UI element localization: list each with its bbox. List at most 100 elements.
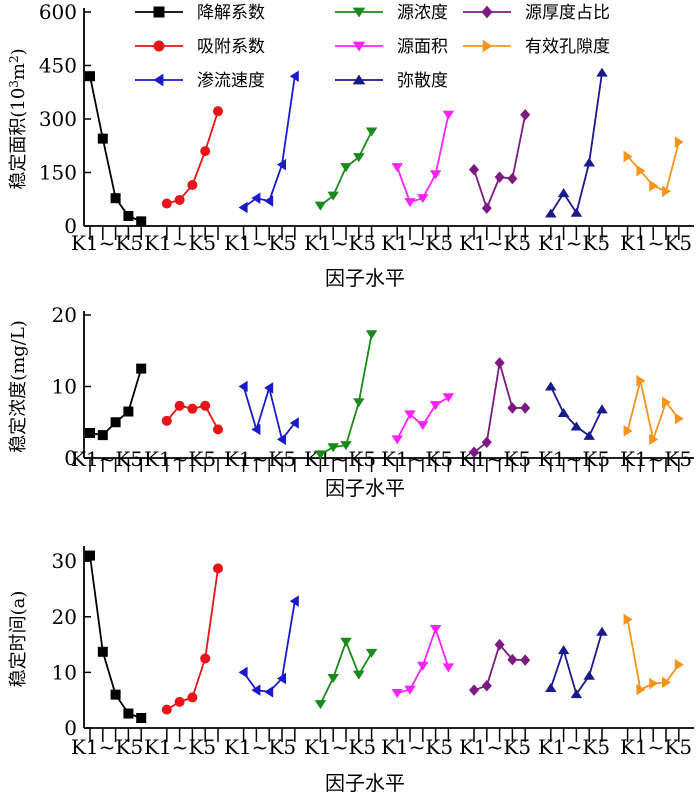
data-point	[623, 613, 633, 626]
data-point	[662, 185, 671, 198]
series-line	[242, 601, 296, 693]
data-point	[213, 563, 223, 574]
x-group-label: K1~K5	[381, 447, 453, 471]
series-1	[161, 106, 223, 209]
data-point	[187, 403, 198, 414]
data-point	[365, 330, 378, 340]
data-point	[123, 708, 134, 719]
data-point	[674, 136, 684, 148]
legend-marker	[352, 41, 366, 52]
data-point	[353, 670, 365, 680]
data-point	[623, 150, 633, 163]
data-point	[353, 153, 365, 163]
y-axis-label: 稳定面积(103m2)	[7, 48, 29, 189]
data-point	[327, 191, 339, 201]
legend-marker	[153, 40, 165, 52]
legend-item: 渗流速度	[135, 71, 265, 91]
data-point	[596, 626, 608, 636]
data-point	[289, 70, 299, 82]
data-point	[174, 194, 185, 205]
data-point	[636, 683, 646, 696]
series-4	[391, 624, 455, 698]
x-group-label: K1~K5	[224, 735, 296, 759]
data-point	[85, 550, 95, 561]
legend-item: 吸附系数	[135, 37, 265, 57]
data-point	[161, 704, 172, 715]
data-point	[110, 417, 121, 428]
x-group-label: K1~K5	[224, 447, 296, 471]
data-point	[570, 421, 583, 431]
data-point	[200, 400, 211, 411]
data-point	[583, 670, 595, 680]
x-group-label: K1~K5	[304, 231, 376, 255]
x-group-label: K1~K5	[381, 231, 453, 255]
y-tick-label: 0	[64, 214, 77, 238]
data-point	[353, 398, 365, 408]
series-4	[391, 110, 455, 208]
series-3	[314, 330, 378, 460]
data-point	[277, 158, 286, 171]
data-point	[545, 208, 557, 218]
x-group-label: K1~K5	[620, 735, 692, 759]
x-group-label: K1~K5	[71, 735, 143, 759]
data-point	[340, 637, 352, 647]
x-group-label: K1~K5	[144, 447, 216, 471]
y-axis-label: 稳定浓度(mg/L)	[8, 320, 29, 453]
legend-marker	[153, 73, 164, 87]
legend-label: 源浓度	[397, 3, 448, 23]
data-point	[85, 71, 95, 82]
legend-marker	[153, 6, 165, 18]
data-point	[251, 192, 261, 204]
legend-label: 渗流速度	[197, 71, 265, 91]
data-point	[97, 646, 108, 657]
data-point	[570, 207, 583, 217]
legend-item: 源面积	[335, 37, 448, 57]
x-group-label: K1~K5	[224, 231, 296, 255]
series-line	[626, 619, 680, 691]
y-axis-label-part: )	[8, 48, 29, 55]
series-2	[238, 70, 299, 214]
x-axis-label: 因子水平	[325, 771, 405, 795]
y-tick-label: 10	[52, 375, 77, 399]
data-point	[314, 700, 327, 710]
y-axis-label-sup: 2	[7, 55, 21, 63]
data-point	[545, 381, 557, 391]
data-point	[200, 146, 211, 157]
data-point	[327, 443, 339, 453]
series-0	[85, 550, 147, 723]
data-point	[442, 663, 455, 673]
x-group-label: K1~K5	[144, 735, 216, 759]
data-point	[136, 216, 147, 227]
series-3	[314, 127, 378, 211]
y-tick-label: 450	[39, 54, 77, 78]
legend-label: 源厚度占比	[525, 3, 610, 23]
data-point	[649, 179, 659, 192]
series-line	[473, 642, 526, 692]
data-point	[545, 682, 557, 692]
data-point	[429, 401, 442, 411]
legend-label: 弥散度	[397, 71, 448, 91]
data-point	[417, 421, 429, 431]
data-point	[662, 396, 671, 408]
legend-marker	[482, 39, 493, 53]
data-point	[85, 427, 95, 438]
data-point	[123, 211, 134, 222]
series-line	[166, 568, 219, 711]
legend-marker	[352, 7, 366, 18]
x-group-label: K1~K5	[304, 735, 376, 759]
series-line	[243, 76, 296, 209]
y-tick-label: 10	[52, 660, 77, 684]
series-line	[396, 396, 449, 440]
series-line	[319, 639, 373, 705]
data-point	[417, 661, 429, 671]
series-2	[238, 380, 299, 446]
data-point	[238, 201, 248, 214]
legend-item: 有效孔隙度	[463, 37, 610, 57]
data-point	[110, 689, 121, 700]
data-point	[557, 407, 570, 417]
series-line	[319, 334, 373, 456]
series-6	[545, 381, 608, 440]
